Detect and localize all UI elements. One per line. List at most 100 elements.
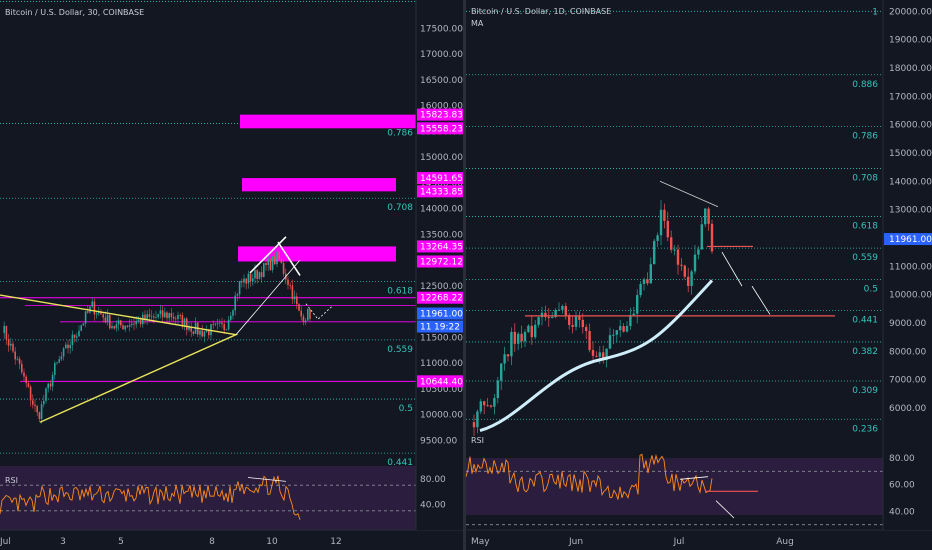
candle-body: [115, 324, 118, 329]
price-tag-label: 13264.35: [420, 242, 463, 252]
rsi-projection: [715, 500, 735, 519]
projection-arrow: [751, 285, 771, 315]
candle-body: [54, 363, 56, 375]
fib-level-label: 0.236: [852, 424, 878, 434]
x-tick-label: 5: [118, 537, 124, 547]
x-tick-label: 3: [60, 537, 66, 547]
candle-body: [177, 314, 179, 320]
candle-body: [534, 324, 537, 338]
candle-body: [276, 251, 278, 265]
candle-body: [588, 331, 591, 351]
fib-level-label: 1: [872, 7, 878, 17]
candle-body: [34, 404, 36, 407]
candle-body: [223, 324, 225, 331]
rsi-line: [465, 453, 713, 500]
candle-body: [219, 322, 221, 324]
candle-body: [258, 272, 261, 279]
candle-body: [212, 324, 214, 326]
candle-body: [232, 310, 234, 316]
candle-body: [157, 314, 159, 318]
candle-body: [16, 358, 19, 360]
candle-body: [622, 326, 625, 332]
y-tick-label: 16500.00: [420, 76, 463, 86]
candle-body: [203, 331, 206, 337]
candle-body: [680, 264, 683, 266]
candle-body: [646, 279, 649, 284]
candle-body: [168, 313, 170, 319]
candle-body: [190, 326, 192, 332]
candle-body: [43, 400, 45, 405]
price-tag-label: 12268.22: [420, 294, 463, 304]
candle-body: [159, 310, 162, 315]
candle-body: [188, 326, 190, 330]
candle-body: [166, 312, 168, 319]
candle-body: [84, 311, 87, 324]
candle-body: [170, 313, 173, 317]
y-tick-label: 8000.00: [889, 347, 926, 357]
candle-body: [249, 273, 252, 282]
y-tick-label: 17500.00: [420, 24, 463, 34]
candle-body: [227, 319, 230, 330]
candle-body: [65, 344, 67, 349]
candle-body: [23, 372, 25, 377]
candle-body: [595, 355, 598, 357]
candle-body: [25, 376, 27, 384]
candle-body: [304, 320, 307, 323]
candle-body: [124, 325, 126, 330]
candle-body: [571, 324, 574, 327]
right-chart-panel[interactable]: 1 0.886 0.786 0.708 0.618 0.559 0.5 0.441 0.382 0…: [465, 0, 932, 550]
fib-level-label: 0.708: [852, 174, 878, 184]
fib-level-label: 0.5: [399, 404, 413, 414]
candle-body: [602, 352, 605, 361]
candle-body: [214, 323, 217, 325]
y-tick-label: 17000.00: [420, 50, 463, 60]
candle-body: [653, 240, 656, 265]
y-tick-label: 13000.00: [889, 206, 932, 216]
candle-body: [62, 348, 65, 357]
candle-body: [300, 310, 302, 317]
candle-body: [241, 281, 243, 283]
chart-title: Bitcoin / U.S. Dollar, 1D, COINBASE: [471, 7, 611, 16]
candle-body: [51, 374, 54, 387]
last-price-tag: [417, 307, 463, 320]
y-tick-label: 11000.00: [889, 262, 932, 272]
candle-body: [683, 265, 686, 277]
candle-body: [578, 315, 581, 320]
candle-body: [205, 329, 208, 332]
candle-body: [561, 306, 564, 310]
candle-body: [18, 358, 21, 364]
candle-body: [636, 295, 639, 314]
y-tick-label: 7000.00: [889, 376, 926, 386]
candle-body: [704, 208, 707, 225]
candle-body: [137, 319, 140, 322]
candle-body: [710, 223, 714, 252]
candle-body: [3, 325, 5, 334]
candle-body: [520, 333, 523, 342]
candle-body: [10, 343, 12, 346]
candle-body: [269, 259, 272, 270]
projection-arrow: [249, 236, 287, 274]
candle-body: [687, 276, 690, 286]
rsi-tick: 80.00: [420, 475, 446, 485]
candle-body: [309, 309, 311, 320]
panel-divider[interactable]: [463, 0, 466, 550]
price-tag-label: 15823.83: [420, 111, 463, 121]
candle-body: [155, 317, 157, 318]
left-chart-panel[interactable]: 0.786 0.708 0.618 0.559 0.5 0.441 Bitcoin / U…: [0, 0, 463, 550]
fib-level-label: 0.708: [387, 203, 413, 213]
candle-body: [287, 279, 289, 285]
candle-body: [298, 304, 300, 311]
y-tick-label: 18000.00: [889, 64, 932, 74]
rsi-divergence: [247, 477, 287, 482]
candle-body: [111, 326, 113, 329]
candle-body: [510, 331, 513, 357]
candle-body: [506, 354, 510, 357]
candle-body: [263, 263, 265, 277]
x-tick-label: 10: [266, 537, 278, 547]
candle-body: [642, 279, 646, 284]
y-tick-label: 15000.00: [889, 149, 932, 159]
fib-level-label: 0.618: [852, 221, 878, 231]
candle-body: [639, 283, 642, 296]
projection-arrow: [721, 251, 743, 287]
candle-body: [109, 314, 111, 329]
